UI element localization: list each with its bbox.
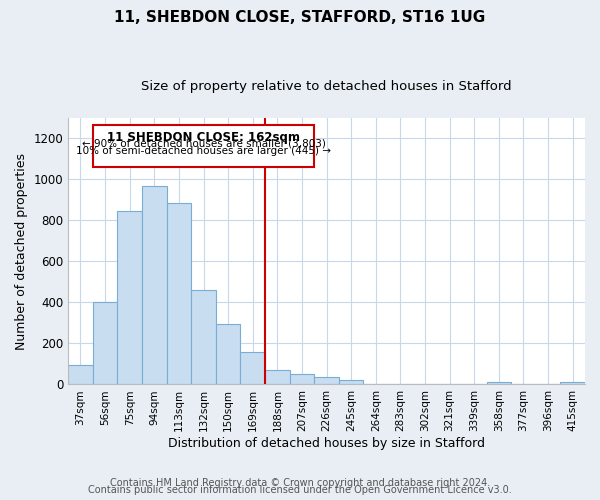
Bar	[191, 290, 216, 384]
Bar	[93, 302, 118, 384]
Y-axis label: Number of detached properties: Number of detached properties	[15, 152, 28, 350]
Bar	[241, 352, 265, 384]
Bar	[290, 374, 314, 384]
Bar	[339, 380, 364, 384]
Bar	[142, 186, 167, 384]
Text: 10% of semi-detached houses are larger (445) →: 10% of semi-detached houses are larger (…	[76, 146, 331, 156]
Title: Size of property relative to detached houses in Stafford: Size of property relative to detached ho…	[141, 80, 512, 93]
Text: 11, SHEBDON CLOSE, STAFFORD, ST16 1UG: 11, SHEBDON CLOSE, STAFFORD, ST16 1UG	[115, 10, 485, 25]
Text: Contains public sector information licensed under the Open Government Licence v3: Contains public sector information licen…	[88, 485, 512, 495]
Bar	[167, 203, 191, 384]
Text: Contains HM Land Registry data © Crown copyright and database right 2024.: Contains HM Land Registry data © Crown c…	[110, 478, 490, 488]
Bar	[265, 370, 290, 384]
Text: 11 SHEBDON CLOSE: 162sqm: 11 SHEBDON CLOSE: 162sqm	[107, 130, 300, 143]
X-axis label: Distribution of detached houses by size in Stafford: Distribution of detached houses by size …	[168, 437, 485, 450]
Bar	[314, 378, 339, 384]
Bar	[487, 382, 511, 384]
Bar	[560, 382, 585, 384]
Bar	[216, 324, 241, 384]
Bar	[118, 210, 142, 384]
FancyBboxPatch shape	[93, 125, 314, 167]
Bar	[68, 366, 93, 384]
Text: ← 90% of detached houses are smaller (3,803): ← 90% of detached houses are smaller (3,…	[82, 139, 325, 149]
